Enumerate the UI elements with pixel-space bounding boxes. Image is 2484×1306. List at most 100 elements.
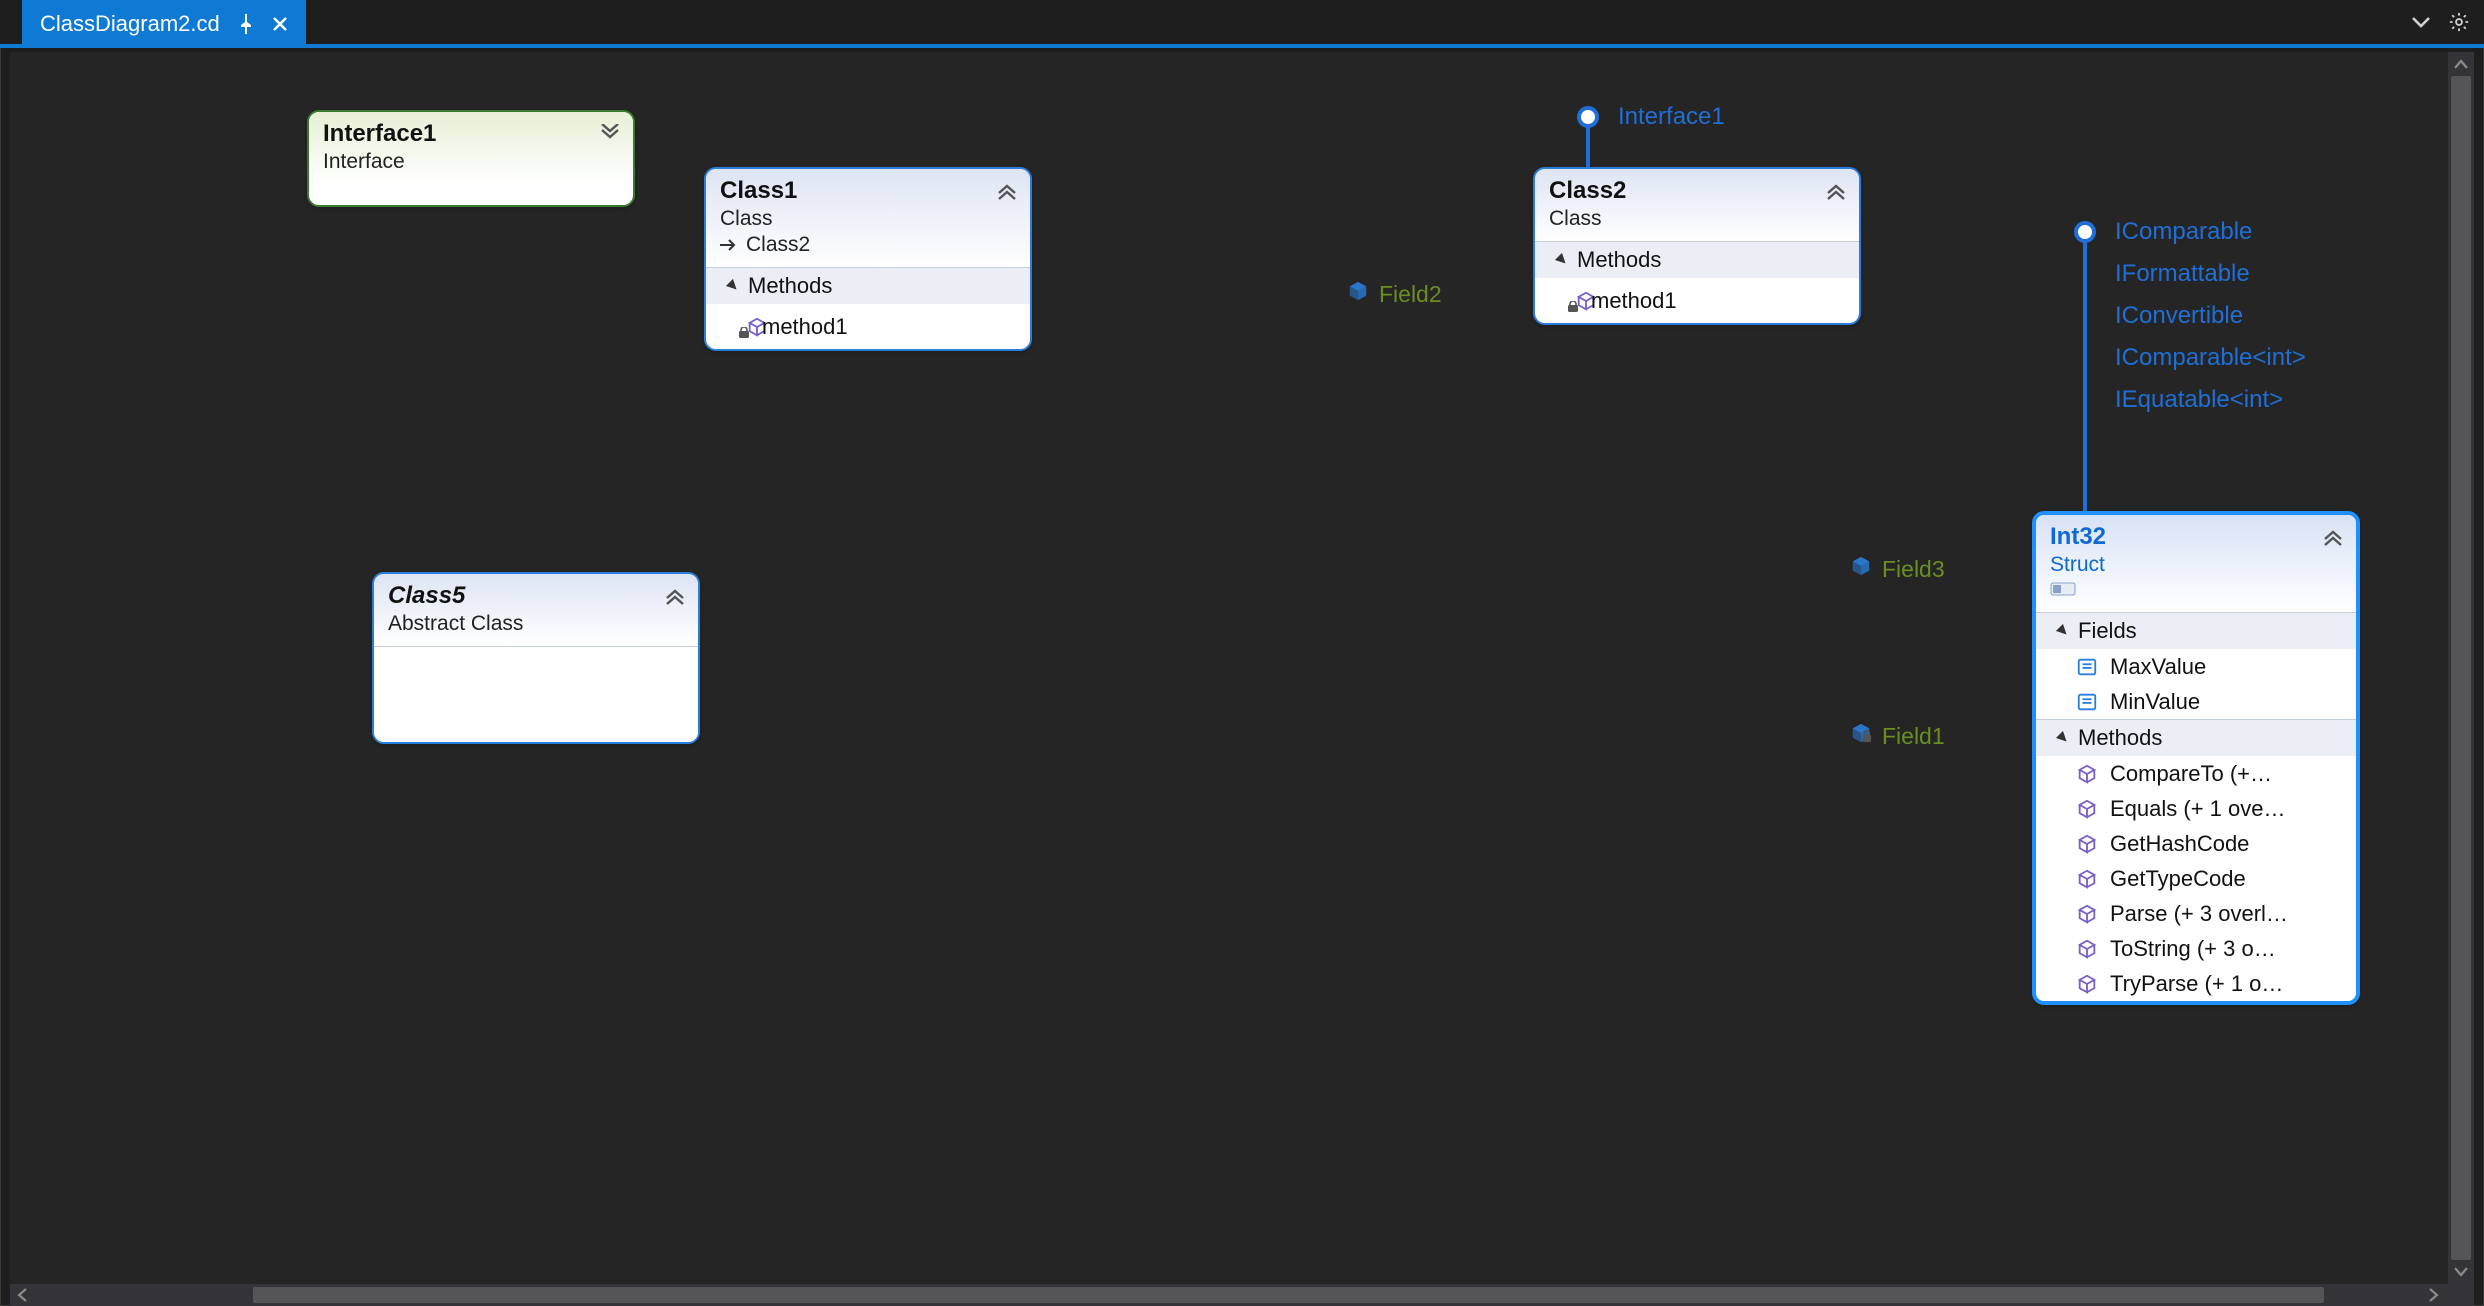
shape-kind: Struct <box>2050 553 2342 577</box>
scroll-down-icon[interactable] <box>2448 1260 2474 1284</box>
cube-icon <box>1347 280 1369 308</box>
lollipop-stem <box>2083 241 2087 511</box>
lollipop-stem <box>1586 126 1590 167</box>
shape-header[interactable]: Class2 Class <box>1535 169 1859 241</box>
vertical-scroll-thumb[interactable] <box>2451 76 2471 1260</box>
tab-active[interactable]: ClassDiagram2.cd <box>22 0 306 48</box>
disclosure-icon <box>2056 725 2070 751</box>
gear-icon[interactable] <box>2448 11 2470 38</box>
shape-int32[interactable]: Int32 Struct Fields MaxValue MinValue Met… <box>2032 511 2360 1005</box>
member-label: GetHashCode <box>2110 831 2249 857</box>
shape-header[interactable]: Interface1 Interface <box>309 112 633 184</box>
diagram-canvas[interactable]: Interface1 Interface Class1 Class Class2… <box>10 52 2446 1284</box>
vertical-scrollbar[interactable] <box>2448 52 2474 1284</box>
member-icon <box>2076 903 2098 925</box>
cube-icon <box>1850 722 1872 750</box>
member-label: MinValue <box>2110 689 2200 715</box>
lollipop-label: Interface1 <box>1618 103 1725 131</box>
lollipop-label: IComparable<int> <box>2115 344 2306 372</box>
section-methods[interactable]: Methods <box>2036 719 2356 756</box>
chevron-icon[interactable] <box>1825 181 1847 206</box>
member-label: TryParse (+ 1 o… <box>2110 971 2283 997</box>
chevron-icon[interactable] <box>996 181 1018 206</box>
tab-underline <box>0 44 2484 48</box>
cube-icon <box>1850 555 1872 583</box>
pin-icon[interactable] <box>238 14 254 34</box>
shape-header[interactable]: Int32 Struct <box>2036 515 2356 612</box>
shape-baseclass: Class2 <box>720 233 1016 257</box>
shape-class2[interactable]: Class2 Class Methods method1 <box>1533 167 1861 325</box>
member-row[interactable]: CompareTo (+… <box>2036 756 2356 791</box>
member-label: Equals (+ 1 ove… <box>2110 796 2285 822</box>
shape-header[interactable]: Class5 Abstract Class <box>374 574 698 646</box>
shape-title: Interface1 <box>323 120 619 148</box>
scroll-right-icon[interactable] <box>2422 1284 2446 1306</box>
shape-kind: Interface <box>323 150 619 174</box>
member-row[interactable]: Equals (+ 1 ove… <box>2036 791 2356 826</box>
member-label: Parse (+ 3 overl… <box>2110 901 2288 927</box>
shape-class5[interactable]: Class5 Abstract Class <box>372 572 700 744</box>
shape-header[interactable]: Class1 Class Class2 <box>706 169 1030 267</box>
shape-title: Class5 <box>388 582 684 610</box>
disclosure-icon <box>726 273 740 299</box>
chevron-icon[interactable] <box>2322 527 2344 552</box>
tab-bar-right <box>2412 0 2470 48</box>
lollipop-icon <box>2074 221 2096 243</box>
canvas-outer: Interface1 Interface Class1 Class Class2… <box>10 52 2474 1284</box>
member-row[interactable]: GetHashCode <box>2036 826 2356 861</box>
lollipop-icon <box>1577 106 1599 128</box>
shape-title: Int32 <box>2050 523 2342 551</box>
close-icon[interactable] <box>272 16 288 32</box>
shape-kind: Class <box>1549 207 1845 231</box>
member-row[interactable]: Parse (+ 3 overl… <box>2036 896 2356 931</box>
member-icon <box>2076 763 2098 785</box>
member-row[interactable]: method1 <box>706 304 1030 349</box>
scroll-left-icon[interactable] <box>10 1284 34 1306</box>
member-row[interactable]: MaxValue <box>2036 649 2356 684</box>
shape-title: Class2 <box>1549 177 1845 205</box>
lollipop-label: IComparable <box>2115 218 2252 246</box>
section-methods[interactable]: Methods <box>1535 241 1859 278</box>
member-label: MaxValue <box>2110 654 2206 680</box>
member-icon <box>746 309 750 345</box>
shape-kind: Class <box>720 207 1016 231</box>
tab-title: ClassDiagram2.cd <box>40 11 220 37</box>
disclosure-icon <box>2056 618 2070 644</box>
shape-title: Class1 <box>720 177 1016 205</box>
member-row[interactable]: GetTypeCode <box>2036 861 2356 896</box>
member-row[interactable]: TryParse (+ 1 o… <box>2036 966 2356 1001</box>
horizontal-scrollbar[interactable] <box>10 1284 2446 1306</box>
member-icon <box>2076 691 2098 713</box>
member-icon <box>2076 973 2098 995</box>
tab-bar: ClassDiagram2.cd <box>0 0 2484 48</box>
association-label: Field1 <box>1850 722 1945 750</box>
lollipop-label: IFormattable <box>2115 260 2250 288</box>
association-label: Field3 <box>1850 555 1945 583</box>
shape-kind: Abstract Class <box>388 612 684 636</box>
shape-class1[interactable]: Class1 Class Class2 Methods method1 <box>704 167 1032 351</box>
member-row[interactable]: ToString (+ 3 o… <box>2036 931 2356 966</box>
section-title: Methods <box>748 273 832 299</box>
member-label: CompareTo (+… <box>2110 761 2272 787</box>
disclosure-icon <box>1555 247 1569 273</box>
dropdown-icon[interactable] <box>2412 15 2430 34</box>
member-icon <box>2076 938 2098 960</box>
chevron-icon[interactable] <box>599 124 621 149</box>
lollipop-label: IConvertible <box>2115 302 2243 330</box>
section-fields[interactable]: Fields <box>2036 612 2356 649</box>
member-label: ToString (+ 3 o… <box>2110 936 2276 962</box>
association-label: Field2 <box>1347 280 1442 308</box>
member-icon <box>2076 656 2098 678</box>
chevron-icon[interactable] <box>664 586 686 611</box>
horizontal-scroll-thumb[interactable] <box>253 1287 2324 1303</box>
section-title: Fields <box>2078 618 2137 644</box>
member-row[interactable]: MinValue <box>2036 684 2356 719</box>
section-methods[interactable]: Methods <box>706 267 1030 304</box>
scroll-up-icon[interactable] <box>2448 52 2474 76</box>
member-row[interactable]: method1 <box>1535 278 1859 323</box>
scrollbar-corner <box>2446 1284 2474 1306</box>
member-icon <box>2076 833 2098 855</box>
member-label: method1 <box>762 314 848 340</box>
member-icon <box>2076 868 2098 890</box>
shape-interface1[interactable]: Interface1 Interface <box>307 110 635 207</box>
